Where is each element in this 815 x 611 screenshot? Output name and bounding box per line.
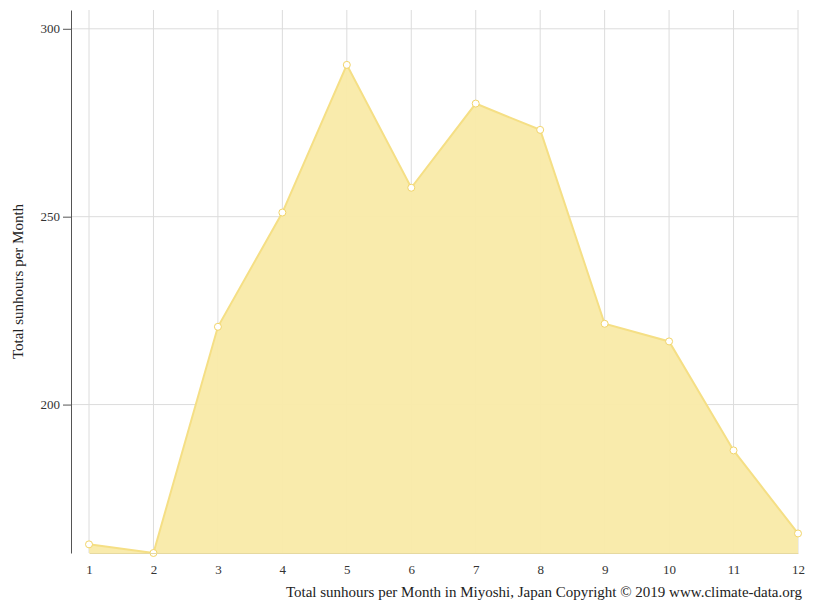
y-axis: 200 250 300 xyxy=(41,11,72,554)
marker xyxy=(472,100,479,107)
title: Total sunhours per Month in Miyoshi, Jap… xyxy=(286,584,803,600)
tick-label: 1 xyxy=(86,562,93,577)
tick: 7 xyxy=(473,553,480,577)
tick-label: 10 xyxy=(663,562,676,577)
tick-label: 7 xyxy=(473,562,480,577)
marker xyxy=(795,530,802,537)
tick-label: 2 xyxy=(151,562,158,577)
tick: 12 xyxy=(792,553,805,577)
tick: 250 xyxy=(41,209,72,224)
marker xyxy=(537,126,544,133)
plot-area xyxy=(89,65,798,553)
tick: 200 xyxy=(41,397,72,412)
tick-label: 300 xyxy=(41,21,61,36)
marker xyxy=(730,447,737,454)
tick: 10 xyxy=(663,553,676,577)
tick-label: 4 xyxy=(280,562,287,577)
tick: 300 xyxy=(41,21,72,36)
tick-mark xyxy=(63,405,71,406)
tick-label: 200 xyxy=(41,397,61,412)
marker xyxy=(601,320,608,327)
tick-label: 12 xyxy=(792,562,805,577)
tick: 3 xyxy=(215,553,222,577)
tick: 8 xyxy=(537,553,544,577)
tick-label: 11 xyxy=(728,562,741,577)
grid-line xyxy=(71,28,798,29)
tick: 9 xyxy=(602,553,609,577)
tick: 4 xyxy=(280,553,287,577)
marker xyxy=(408,184,415,191)
marker xyxy=(343,61,350,68)
grid-line xyxy=(153,10,154,553)
tick: 1 xyxy=(86,553,93,577)
tick-mark xyxy=(63,29,71,30)
tick-label: 3 xyxy=(215,562,222,577)
tick: 5 xyxy=(344,553,351,577)
marker xyxy=(279,209,286,216)
area-line xyxy=(89,65,798,553)
tick: 2 xyxy=(151,553,158,577)
grid xyxy=(71,10,798,553)
tick-label: 5 xyxy=(344,562,351,577)
axis-line xyxy=(90,553,799,554)
area xyxy=(89,65,798,553)
tick-label: 250 xyxy=(41,209,61,224)
tick-label: 8 xyxy=(537,562,544,577)
grid-line xyxy=(89,10,90,553)
y-axis-title: Total sunhours per Month xyxy=(10,203,26,359)
tick-label: 6 xyxy=(409,562,416,577)
marker xyxy=(86,541,93,548)
tick: 6 xyxy=(409,553,416,577)
x-axis: 123456789101112 xyxy=(86,553,805,577)
tick: 11 xyxy=(728,553,741,577)
marker xyxy=(214,323,221,330)
axis-line xyxy=(71,11,72,554)
tick-mark xyxy=(63,217,71,218)
markers xyxy=(86,61,802,556)
marker xyxy=(666,338,673,345)
grid-line xyxy=(798,10,799,553)
chart: 200250300123456789101112Total sunhours p… xyxy=(0,0,815,611)
tick-label: 9 xyxy=(602,562,609,577)
